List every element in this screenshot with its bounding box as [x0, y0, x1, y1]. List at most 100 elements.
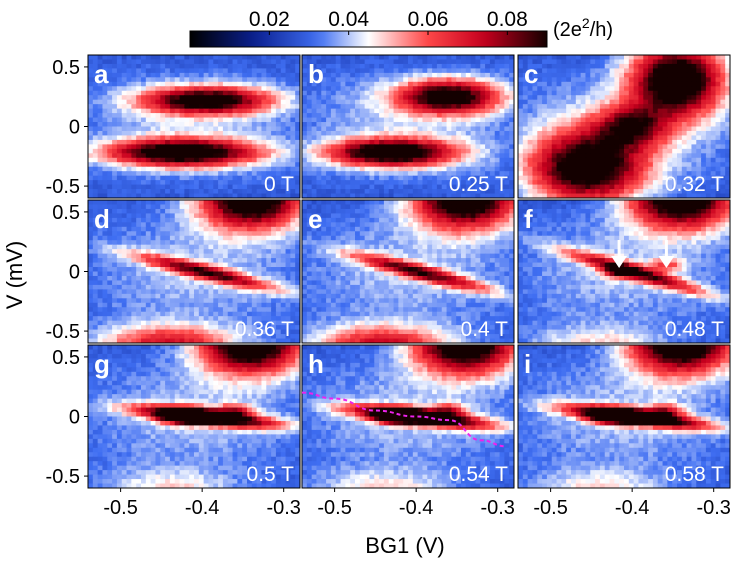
heatmap-cell: [619, 162, 625, 168]
heatmap-cell: [393, 99, 399, 105]
heatmap-cell: [696, 122, 702, 128]
heatmap-cell: [657, 189, 664, 195]
heatmap-cell: [590, 117, 596, 123]
heatmap-cell: [242, 249, 248, 255]
heatmap-cell: [403, 144, 409, 150]
heatmap-cell: [499, 130, 505, 137]
heatmap-cell: [126, 72, 132, 78]
heatmap-cell: [302, 95, 308, 101]
heatmap-cell: [112, 108, 118, 114]
heatmap-cell: [456, 184, 462, 190]
heatmap-cell: [638, 77, 644, 83]
heatmap-cell: [169, 113, 176, 119]
heatmap-cell: [359, 99, 366, 105]
heatmap-cell: [633, 108, 640, 114]
heatmap-cell: [652, 184, 659, 190]
heatmap-cell: [222, 200, 229, 206]
heatmap-cell: [614, 157, 620, 163]
heatmap-cell: [242, 235, 248, 241]
heatmap-cell: [102, 90, 108, 96]
heatmap-cell: [624, 166, 630, 172]
heatmap-cell: [417, 63, 424, 70]
heatmap-cell: [657, 153, 664, 159]
heatmap-cell: [271, 175, 277, 181]
heatmap-cell: [92, 144, 99, 150]
heatmap-cell: [590, 68, 596, 74]
heatmap-cell: [456, 113, 462, 119]
heatmap-cell: [648, 162, 654, 168]
heatmap-cell: [408, 180, 414, 186]
heatmap-cell: [116, 139, 123, 145]
heatmap-cell: [247, 231, 253, 237]
heatmap-cell: [266, 249, 272, 255]
heatmap-cell: [97, 144, 104, 150]
heatmap-cell: [311, 157, 318, 163]
heatmap-cell: [198, 122, 205, 128]
heatmap-cell: [275, 72, 282, 78]
heatmap-cell: [145, 81, 152, 87]
heatmap-cell: [369, 130, 375, 137]
heatmap-cell: [398, 59, 404, 65]
heatmap-cell: [275, 184, 282, 190]
heatmap-cell: [290, 208, 296, 215]
heatmap-cell: [266, 240, 272, 246]
heatmap-cell: [237, 189, 243, 195]
heatmap-cell: [432, 135, 438, 141]
heatmap-cell: [198, 99, 205, 105]
heatmap-cell: [542, 148, 548, 154]
heatmap-cell: [271, 231, 277, 237]
heatmap-cell: [705, 122, 712, 128]
heatmap-cell: [408, 175, 414, 181]
heatmap-cell: [97, 193, 104, 198]
heatmap-cell: [504, 86, 510, 92]
heatmap-cell: [88, 104, 94, 110]
heatmap-cell: [652, 108, 659, 114]
heatmap-cell: [485, 139, 491, 145]
heatmap-cell: [350, 162, 356, 168]
heatmap-cell: [306, 90, 313, 96]
heatmap-cell: [169, 72, 176, 78]
heatmap-cell: [194, 59, 200, 65]
heatmap-cell: [88, 59, 94, 65]
heatmap-cell: [427, 166, 433, 172]
heatmap-cell: [667, 153, 673, 159]
heatmap-cell: [280, 144, 287, 150]
heatmap-cell: [340, 90, 346, 96]
heatmap-cell: [242, 122, 248, 128]
heatmap-cell: [485, 95, 491, 101]
heatmap-cell: [527, 122, 534, 128]
heatmap-cell: [237, 113, 243, 119]
heatmap-cell: [504, 63, 510, 70]
heatmap-cell: [696, 171, 702, 177]
heatmap-cell: [614, 117, 620, 123]
heatmap-cell: [247, 153, 253, 159]
heatmap-cell: [213, 99, 219, 105]
heatmap-cell: [121, 175, 128, 181]
heatmap-cell: [345, 144, 351, 150]
heatmap-cell: [316, 108, 322, 114]
heatmap-cell: [432, 153, 438, 159]
heatmap-cell: [585, 171, 591, 177]
heatmap-cell: [609, 130, 615, 137]
heatmap-cell: [150, 200, 157, 206]
heatmap-cell: [590, 175, 596, 181]
heatmap-cell: [237, 126, 243, 132]
heatmap-cell: [561, 162, 567, 168]
heatmap-cell: [247, 108, 253, 114]
heatmap-cell: [427, 171, 433, 177]
heatmap-cell: [561, 180, 567, 186]
heatmap-cell: [203, 271, 210, 277]
heatmap-cell: [619, 108, 625, 114]
heatmap-cell: [271, 104, 277, 110]
heatmap-cell: [121, 130, 128, 137]
heatmap-cell: [88, 166, 94, 172]
heatmap-cell: [667, 86, 673, 92]
heatmap-cell: [165, 135, 171, 141]
heatmap-cell: [480, 175, 486, 181]
heatmap-cell: [532, 63, 538, 70]
heatmap-cell: [638, 148, 644, 154]
heatmap-cell: [446, 55, 452, 61]
heatmap-cell: [556, 81, 562, 87]
heatmap-cell: [271, 262, 277, 268]
heatmap-cell: [662, 153, 668, 159]
